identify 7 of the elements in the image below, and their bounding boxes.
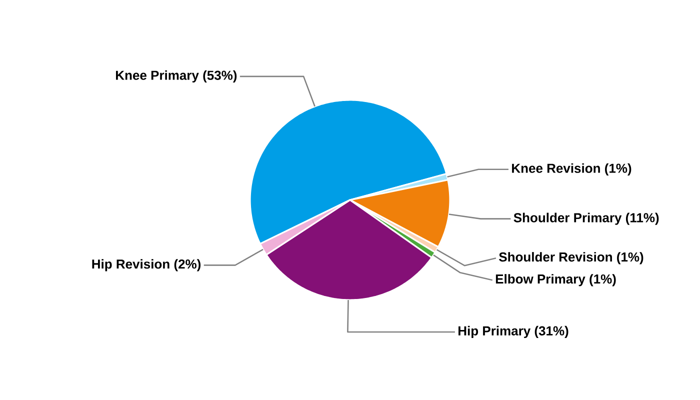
slice-label: Knee Revision (1%) <box>512 163 632 176</box>
slice-label: Shoulder Revision (1%) <box>499 252 644 264</box>
slice-label: Elbow Primary (1%) <box>496 274 616 286</box>
slice-label: Hip Primary (31%) <box>458 326 568 338</box>
slice-label: Hip Revision (2%) <box>92 259 201 272</box>
slice-label: Knee Primary (53%) <box>116 70 237 82</box>
slice-label: Shoulder Primary (11%) <box>514 212 659 225</box>
